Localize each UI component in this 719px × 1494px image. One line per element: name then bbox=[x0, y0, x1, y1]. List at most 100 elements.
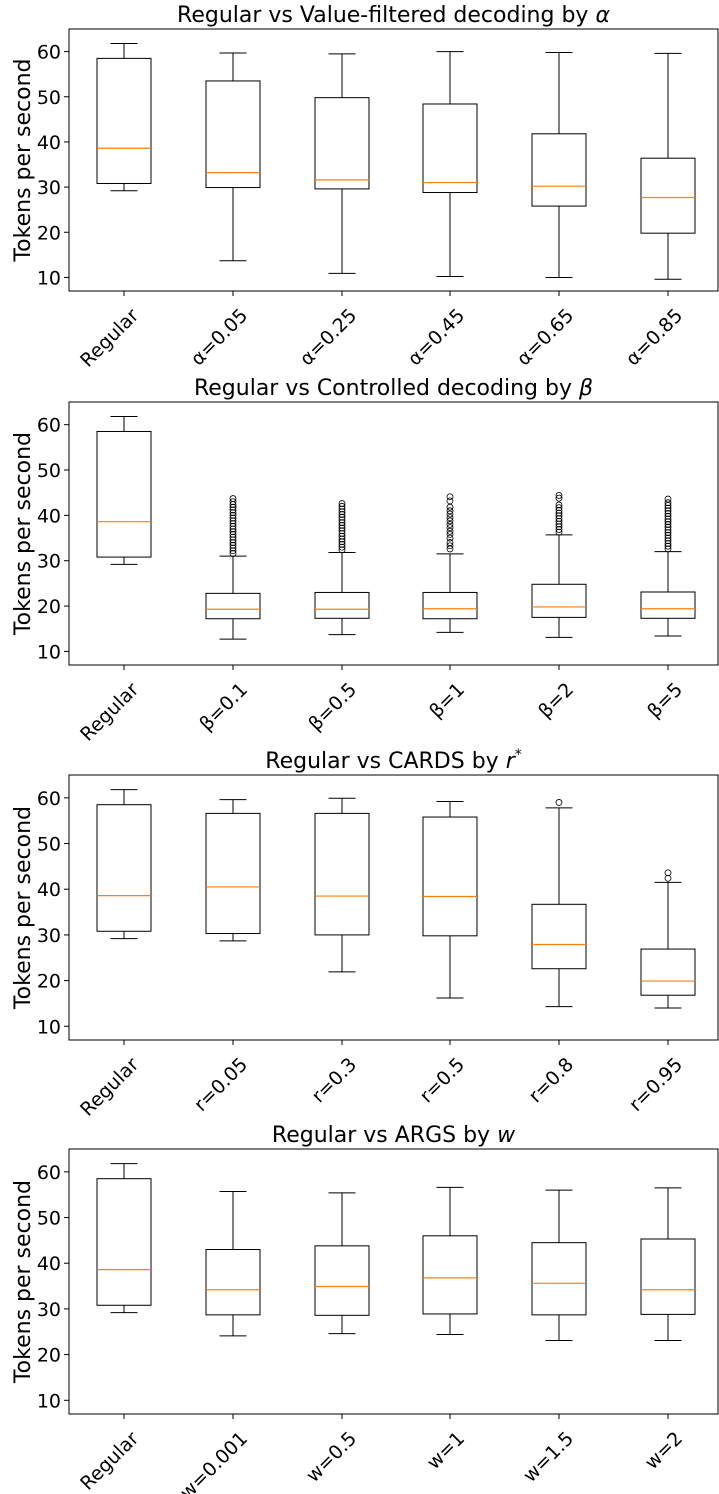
iqr-box bbox=[422, 103, 478, 194]
iqr-box bbox=[422, 816, 478, 937]
outlier-point bbox=[229, 528, 237, 536]
y-tick-label: 10 bbox=[37, 1016, 61, 1038]
outlier-point bbox=[664, 499, 672, 507]
outlier-point bbox=[338, 546, 346, 554]
chart-title: Regular vs ARGS by w bbox=[272, 1123, 516, 1148]
outlier-point bbox=[664, 518, 672, 526]
outlier-point bbox=[338, 511, 346, 518]
outlier-point bbox=[338, 500, 346, 507]
outlier-point bbox=[446, 503, 454, 511]
outlier-point bbox=[229, 511, 237, 519]
outlier-point bbox=[338, 527, 346, 535]
box-group bbox=[531, 51, 587, 278]
iqr-box bbox=[205, 1249, 261, 1316]
iqr-box bbox=[640, 591, 696, 619]
outlier-point bbox=[555, 506, 563, 514]
outlier-point bbox=[555, 494, 563, 502]
outlier-point bbox=[555, 799, 563, 806]
iqr-box bbox=[314, 812, 370, 936]
outlier-point bbox=[664, 874, 672, 882]
outlier-point bbox=[229, 550, 237, 557]
box-group bbox=[96, 42, 152, 192]
x-tick-label: w=2 bbox=[641, 1428, 687, 1474]
outlier-point bbox=[664, 542, 672, 550]
iqr-box bbox=[96, 804, 152, 932]
y-tick-label: 20 bbox=[37, 1345, 61, 1367]
y-tick-label: 50 bbox=[37, 1208, 61, 1230]
x-tick-label: r=0.8 bbox=[524, 1054, 578, 1108]
outlier-point bbox=[555, 515, 563, 522]
outlier-point bbox=[229, 520, 237, 527]
outlier-point bbox=[446, 539, 454, 546]
box-group bbox=[205, 1190, 261, 1337]
outlier-point bbox=[555, 520, 563, 528]
outlier-point bbox=[338, 524, 346, 532]
x-tick-label: w=1 bbox=[423, 1428, 469, 1474]
outlier-point bbox=[664, 537, 672, 545]
box-group bbox=[531, 1189, 587, 1341]
box-group bbox=[96, 789, 152, 940]
outlier-point bbox=[446, 527, 454, 535]
x-tick-label: Regular bbox=[76, 678, 143, 745]
y-tick-label: 30 bbox=[37, 1299, 61, 1321]
outlier-point bbox=[229, 547, 237, 555]
plot-area-frame bbox=[68, 1148, 719, 1415]
outlier-point bbox=[338, 519, 346, 527]
outlier-point bbox=[229, 544, 237, 552]
iqr-box bbox=[531, 1242, 587, 1316]
plot-area-frame bbox=[68, 774, 719, 1041]
iqr-box bbox=[422, 1235, 478, 1315]
outlier-point bbox=[229, 509, 237, 517]
x-tick-label: w=1.5 bbox=[519, 1428, 578, 1487]
y-axis-label: Tokens per second bbox=[11, 58, 36, 262]
panel-1: Regular vs Value-filtered decoding by α T… bbox=[11, 3, 719, 372]
outlier-point bbox=[338, 516, 346, 524]
outlier-point bbox=[555, 528, 563, 536]
x-tick-label: r=0.3 bbox=[307, 1054, 361, 1108]
panel-3: Regular vs CARDS by r* Tokens per second1… bbox=[11, 747, 719, 1121]
box-group bbox=[205, 52, 261, 262]
outlier-point bbox=[555, 509, 563, 517]
outlier-point bbox=[664, 495, 672, 503]
outlier-point bbox=[664, 521, 672, 528]
y-tick-label: 60 bbox=[37, 788, 61, 810]
outlier-point bbox=[446, 534, 454, 542]
outlier-point bbox=[555, 501, 563, 509]
y-tick-label: 30 bbox=[37, 551, 61, 573]
y-tick-label: 50 bbox=[37, 87, 61, 109]
box-group bbox=[314, 500, 370, 636]
y-tick-label: 40 bbox=[37, 132, 61, 154]
outlier-point bbox=[555, 517, 563, 525]
y-tick-label: 50 bbox=[37, 834, 61, 856]
y-tick-label: 40 bbox=[37, 505, 61, 527]
outlier-point bbox=[664, 869, 672, 877]
outlier-point bbox=[229, 533, 237, 541]
outlier-point bbox=[229, 531, 237, 538]
outlier-point bbox=[446, 507, 454, 515]
box-group bbox=[640, 52, 696, 280]
outlier-point bbox=[229, 541, 237, 549]
outlier-point bbox=[229, 525, 237, 533]
outlier-point bbox=[229, 495, 237, 502]
iqr-box bbox=[640, 1238, 696, 1315]
outlier-point bbox=[338, 532, 346, 540]
box-group bbox=[96, 416, 152, 565]
x-tick-label: Regular bbox=[76, 304, 143, 371]
x-tick-label: Regular bbox=[76, 1053, 143, 1120]
box-group bbox=[640, 869, 696, 1009]
y-axis-label: Tokens per second bbox=[11, 1180, 36, 1384]
iqr-box bbox=[531, 903, 587, 970]
x-tick-label: w=0.5 bbox=[302, 1428, 361, 1487]
x-tick-label: β=1 bbox=[425, 679, 469, 723]
y-tick-label: 20 bbox=[37, 222, 61, 244]
outlier-point bbox=[229, 539, 237, 546]
outlier-point bbox=[338, 502, 346, 510]
outlier-point bbox=[664, 526, 672, 534]
y-axis-label: Tokens per second bbox=[11, 432, 36, 636]
y-tick-label: 20 bbox=[37, 971, 61, 993]
outlier-point bbox=[664, 512, 672, 520]
y-tick-label: 10 bbox=[37, 641, 61, 663]
box-group bbox=[422, 1186, 478, 1335]
y-tick-label: 30 bbox=[37, 177, 61, 199]
x-tick-label: α=0.65 bbox=[513, 305, 579, 371]
